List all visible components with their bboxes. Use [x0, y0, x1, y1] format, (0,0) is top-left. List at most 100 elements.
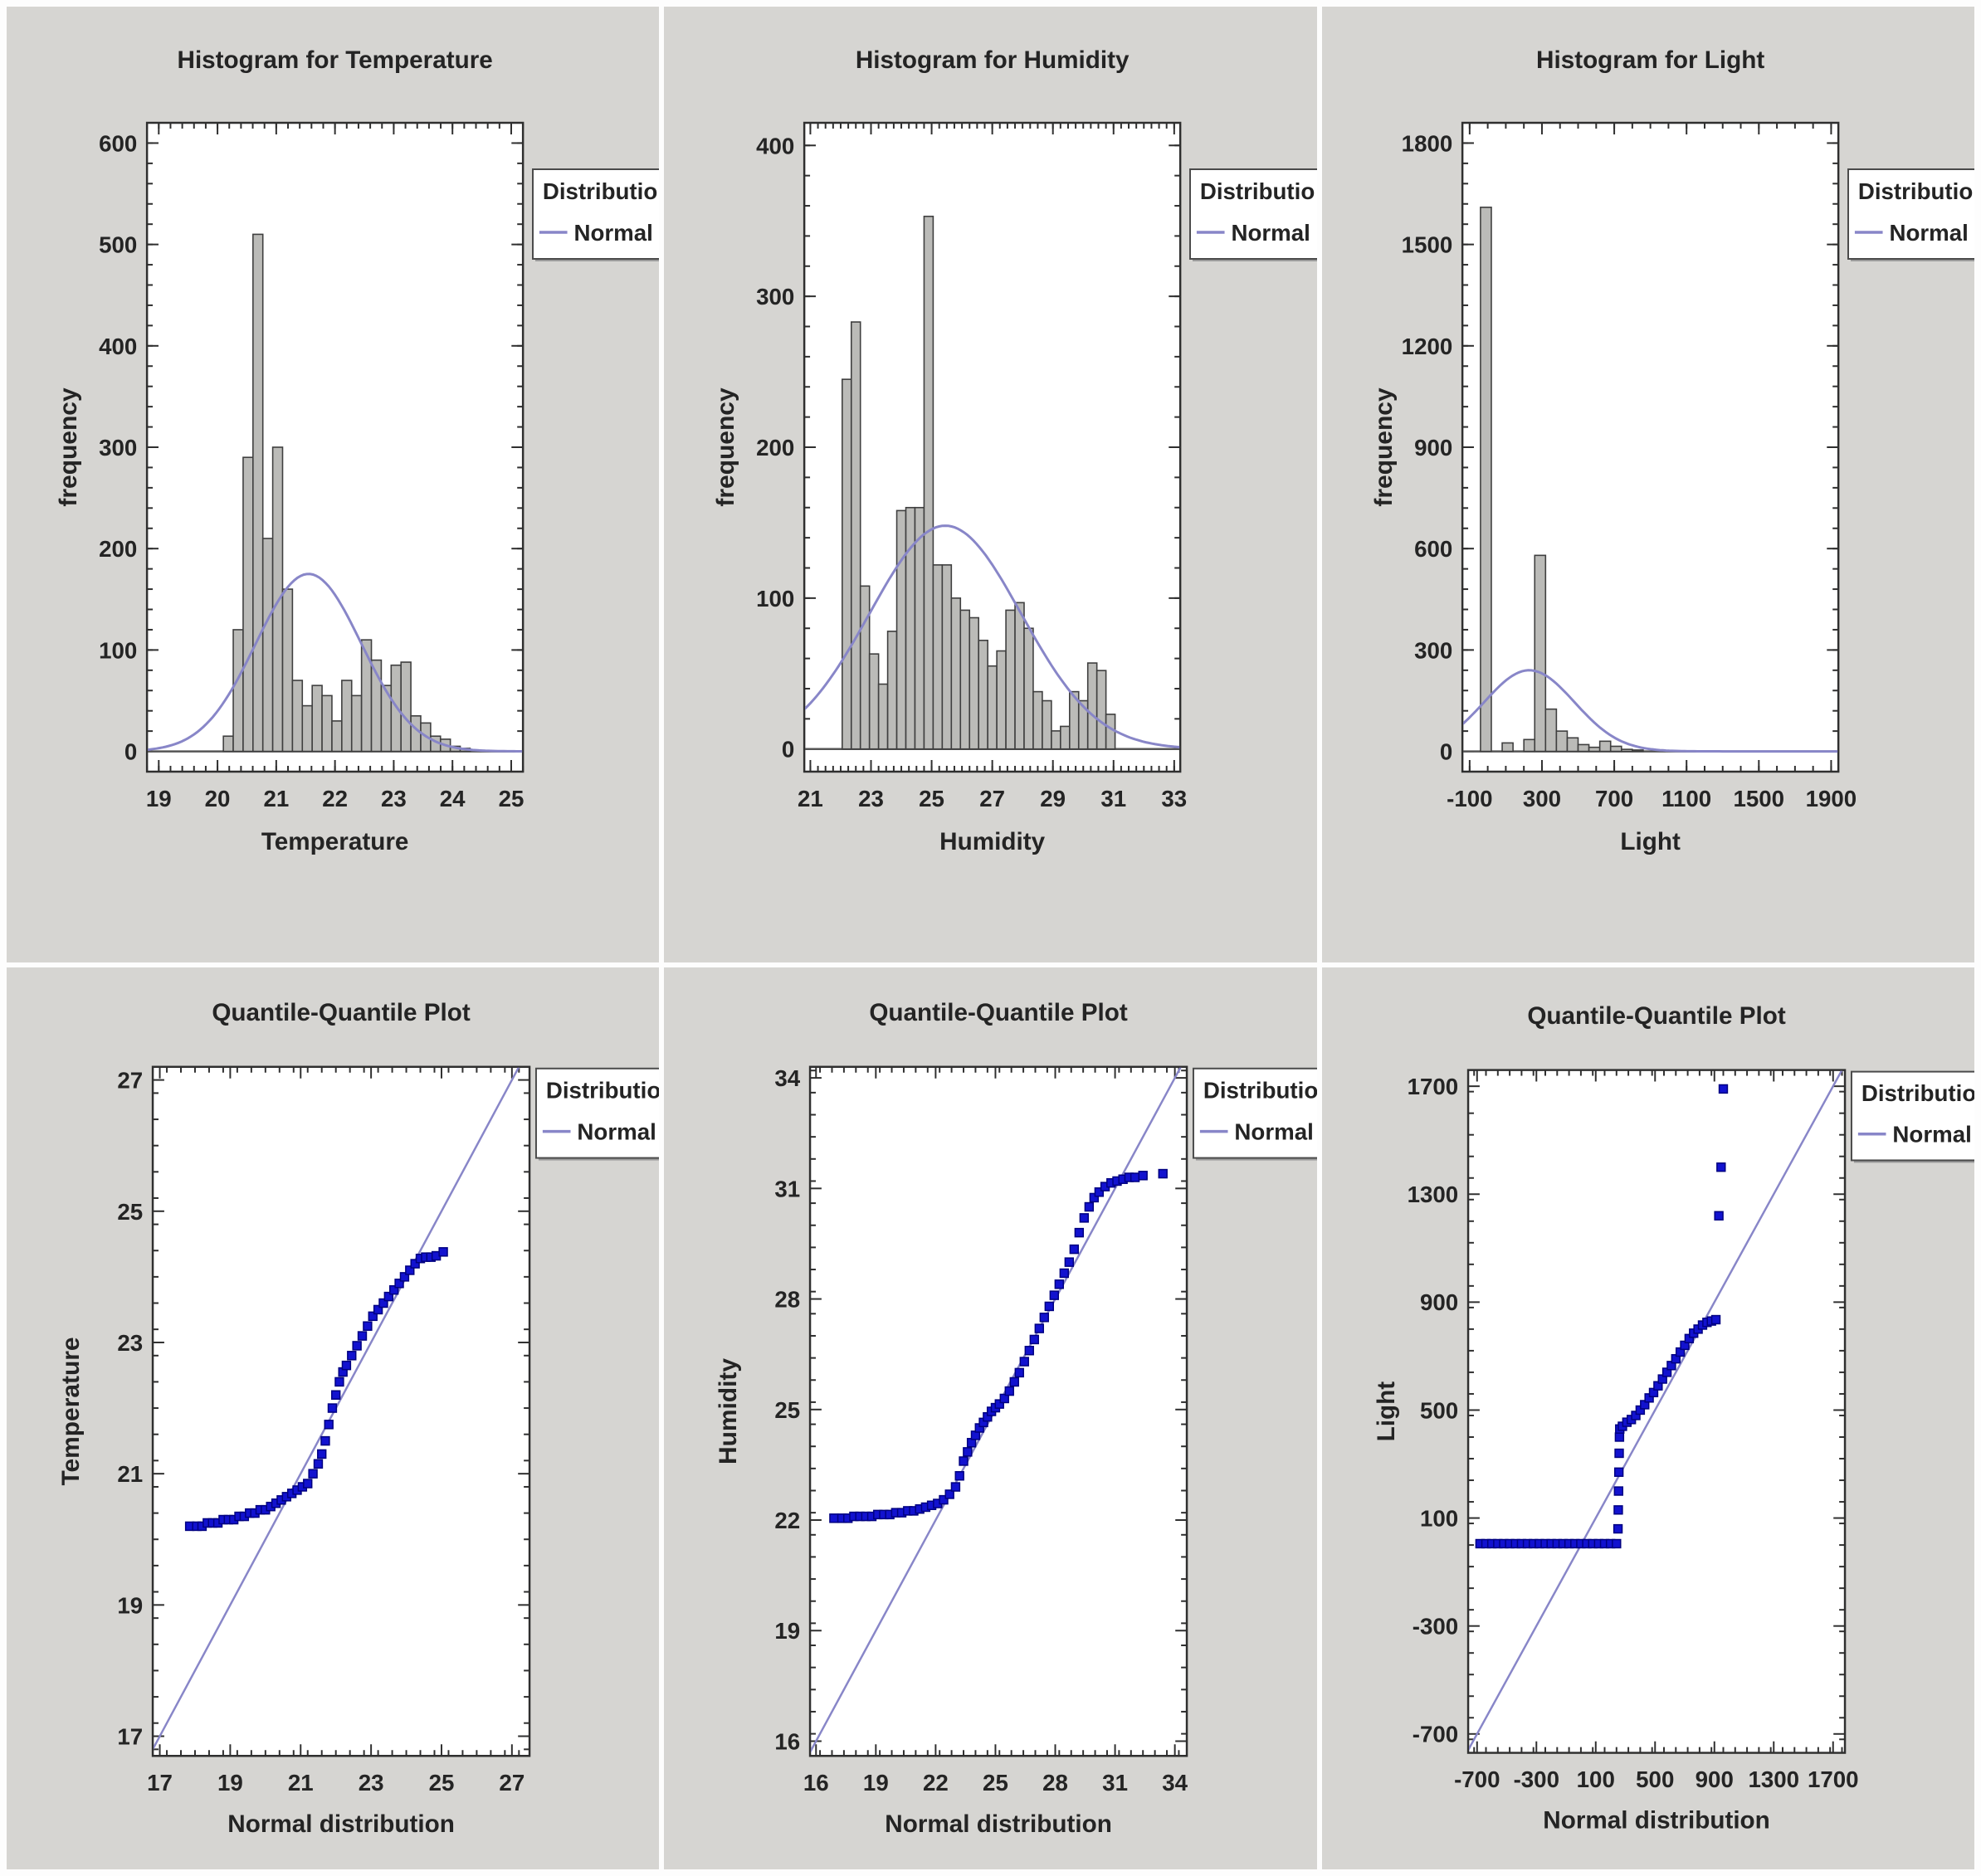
y-tick-label: 500: [1420, 1397, 1458, 1423]
x-tick-label: 19: [146, 786, 172, 811]
qq-point: [954, 1470, 965, 1481]
y-tick-label: -300: [1412, 1614, 1457, 1640]
y-tick-label: 600: [1414, 536, 1452, 562]
legend-title: Distributio: [546, 1078, 659, 1104]
x-tick-label: 31: [1103, 1770, 1129, 1796]
plot-frame: [1461, 121, 1840, 773]
y-tick-label: 17: [117, 1723, 143, 1749]
chart-title: Quantile-Quantile Plot: [212, 999, 471, 1026]
x-axis-title: Normal distribution: [227, 1810, 455, 1838]
x-tick-label: 700: [1595, 786, 1633, 811]
x-tick-label: 16: [803, 1770, 829, 1796]
histogram-temperature-chart: Histogram for Temperature 19 20 21 22 23 24 25 0…: [55, 46, 660, 855]
panel-histogram-humidity: Histogram for Humidity 21 23 25 27 29 31 33 0 100…: [664, 7, 1317, 962]
qq-point: [1074, 1227, 1085, 1238]
y-tick-label: 25: [117, 1199, 143, 1225]
legend-title: Distributio: [1200, 178, 1315, 204]
qq-point: [1049, 1290, 1060, 1300]
y-tick-label: 23: [117, 1330, 143, 1356]
histogram-bar: [410, 714, 422, 753]
y-axis-title: Humidity: [715, 1358, 742, 1464]
y-tick-label: 500: [99, 231, 137, 257]
normal-curve: [805, 524, 1180, 748]
x-tick-label: 23: [858, 786, 884, 811]
qq-point: [1029, 1334, 1040, 1345]
qq-point: [320, 1435, 330, 1446]
x-tick-label: 900: [1695, 1766, 1733, 1792]
legend-box: [1850, 1070, 1974, 1162]
qq-light-chart: Quantile-Quantile Plot -700 -300 100 500 900 1…: [1373, 1002, 1974, 1835]
panel-histogram-light: Histogram for Light -100 300 700 1100 1500 190…: [1321, 7, 1974, 962]
qq-point: [1044, 1301, 1055, 1312]
legend-box: [1193, 1067, 1317, 1159]
y-tick-label: 1500: [1401, 231, 1452, 257]
panel-qq-humidity: Quantile-Quantile Plot 16 19 22 25 28 31 34 16 19…: [664, 967, 1317, 1869]
y-tick-label: 200: [756, 435, 794, 460]
histogram-bar: [996, 650, 1008, 750]
y-tick-label: 19: [775, 1618, 801, 1644]
qq-point: [1714, 1211, 1724, 1221]
y-tick-label: 28: [775, 1286, 801, 1312]
histogram-bar: [341, 680, 353, 753]
histogram-bar: [1105, 714, 1116, 750]
qq-point: [383, 1291, 394, 1302]
legend-box: [534, 1067, 660, 1159]
y-tick-label: 34: [775, 1065, 801, 1091]
histogram-bar: [1577, 743, 1590, 753]
qq-point: [1718, 1084, 1728, 1094]
histogram-bar: [896, 509, 907, 750]
chart-title: Histogram for Light: [1536, 46, 1764, 74]
y-tick-label: 400: [756, 133, 794, 158]
y-tick-label: 300: [756, 284, 794, 309]
y-tick-label: 25: [775, 1397, 801, 1423]
x-tick-label: 29: [1041, 786, 1066, 811]
y-tick-label: 0: [782, 737, 794, 763]
x-tick-label: 1700: [1808, 1766, 1859, 1792]
x-tick-label: 17: [147, 1770, 173, 1796]
qq-point: [1710, 1314, 1720, 1325]
plot-data-group: [148, 233, 523, 753]
x-tick-label: 22: [322, 786, 348, 811]
histogram-bar: [1620, 748, 1633, 753]
qq-point: [1004, 1386, 1015, 1396]
x-tick-label: 300: [1523, 786, 1561, 811]
histogram-bar: [1096, 670, 1107, 750]
histogram-bar: [350, 694, 363, 753]
y-tick-label: 300: [1414, 637, 1452, 663]
x-axis-title: Light: [1620, 828, 1681, 855]
y-tick-label: -700: [1412, 1722, 1457, 1747]
qq-point: [303, 1479, 313, 1489]
histogram-bar: [1060, 725, 1071, 750]
qq-point: [368, 1311, 378, 1322]
histogram-humidity-chart: Histogram for Humidity 21 23 25 27 29 31 33 0 100…: [713, 46, 1317, 855]
panel-qq-temperature: Quantile-Quantile Plot 17 19 21 23 25 27 17 19 21…: [7, 967, 660, 1869]
x-tick-label: 23: [381, 786, 407, 811]
legend-entry: Normal: [577, 1119, 656, 1145]
histogram-bar: [959, 609, 971, 750]
qq-point: [1089, 1192, 1100, 1203]
qq-point: [363, 1321, 373, 1331]
x-tick-label: 21: [263, 786, 289, 811]
x-tick-label: 24: [440, 786, 466, 811]
qq-point: [394, 1279, 404, 1289]
histogram-bar: [869, 653, 880, 750]
histogram-bar: [311, 685, 323, 753]
y-tick-label: 400: [99, 334, 137, 359]
qq-point: [951, 1482, 961, 1492]
histogram-bar: [252, 233, 264, 753]
y-tick-label: 27: [117, 1067, 143, 1093]
histogram-bar: [1566, 737, 1578, 753]
y-tick-label: 31: [775, 1176, 801, 1201]
y-tick-label: 21: [117, 1461, 143, 1487]
y-tick-label: 16: [775, 1728, 801, 1754]
plot-data-group: [811, 1067, 1183, 1753]
qq-point: [378, 1298, 388, 1308]
histogram-bar: [1598, 740, 1612, 753]
histogram-bar: [860, 585, 871, 750]
histogram-bar: [887, 631, 898, 750]
qq-point: [999, 1393, 1010, 1404]
y-tick-label: 0: [1440, 738, 1452, 764]
x-tick-label: 1500: [1733, 786, 1784, 811]
x-tick-label: 31: [1101, 786, 1127, 811]
